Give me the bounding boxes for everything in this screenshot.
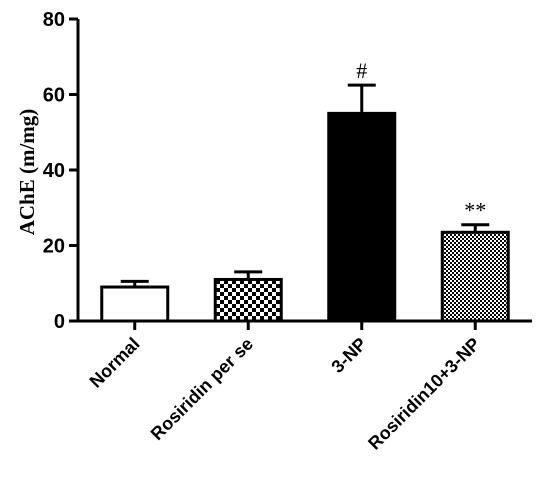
x-category-label: Rosiridin10+3-NP <box>364 334 484 454</box>
x-category-label: 3-NP <box>327 334 370 377</box>
bar <box>213 277 283 323</box>
bar-group <box>213 270 283 323</box>
y-tick-label: 40 <box>43 160 65 182</box>
bar <box>100 285 170 323</box>
bar-group: ** <box>440 198 510 323</box>
y-tick-label: 0 <box>54 311 65 333</box>
significance-mark: ** <box>464 198 486 223</box>
bars: # ** <box>100 58 510 323</box>
bar <box>440 230 510 323</box>
significance-mark: # <box>356 58 367 83</box>
y-tick-label: 20 <box>43 236 65 258</box>
bar-group: # <box>327 58 397 323</box>
y-axis-label: AChE (m/mg) <box>15 109 39 236</box>
y-tick-label: 80 <box>43 9 65 31</box>
x-category-label: Rosiridin per se <box>147 334 257 444</box>
x-category-label: Normal <box>86 334 144 392</box>
bar-group <box>100 279 170 323</box>
y-tick-label: 60 <box>43 85 65 107</box>
bar <box>327 111 397 323</box>
